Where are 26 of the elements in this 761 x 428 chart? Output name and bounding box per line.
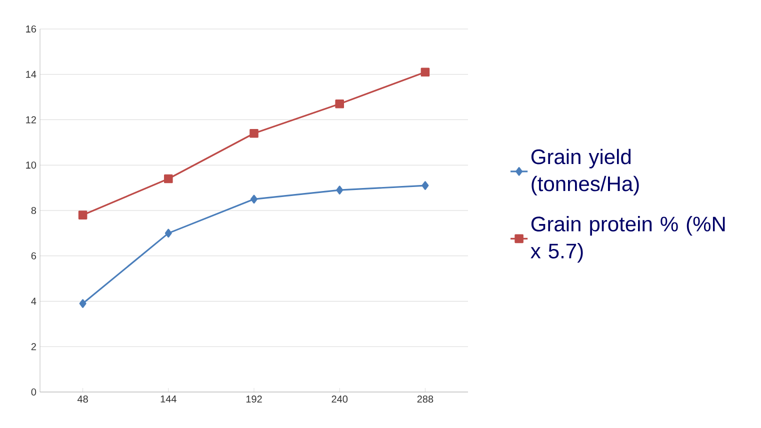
y-tick-label: 14 xyxy=(26,70,36,78)
point xyxy=(78,210,88,220)
point xyxy=(164,228,172,238)
legend-label: Grain yield (tonnes/Ha) xyxy=(531,148,639,196)
point xyxy=(250,194,258,204)
y-tick-label: 0 xyxy=(31,388,36,396)
point xyxy=(164,174,173,184)
point xyxy=(420,68,430,77)
point xyxy=(335,99,344,108)
x-tick-label: 240 xyxy=(332,396,348,403)
point xyxy=(79,299,86,308)
y-tick-label: 16 xyxy=(26,25,36,33)
x-tick-label: 288 xyxy=(417,396,434,403)
y-tick-label: 2 xyxy=(31,343,36,350)
x-tick-label: 192 xyxy=(246,396,262,403)
legend-label: Grain protein % (%N x 5.7) xyxy=(530,216,725,263)
point xyxy=(422,181,429,190)
x-tick-label: 144 xyxy=(160,396,176,402)
y-tick-label: 8 xyxy=(31,206,36,214)
point xyxy=(250,128,258,138)
point xyxy=(336,186,344,194)
y-tick-label: 4 xyxy=(31,298,36,305)
x-tick-label: 48 xyxy=(77,396,88,403)
y-tick-label: 10 xyxy=(26,162,36,169)
y-tick-label: 12 xyxy=(26,116,36,124)
y-tick-label: 6 xyxy=(31,252,36,260)
